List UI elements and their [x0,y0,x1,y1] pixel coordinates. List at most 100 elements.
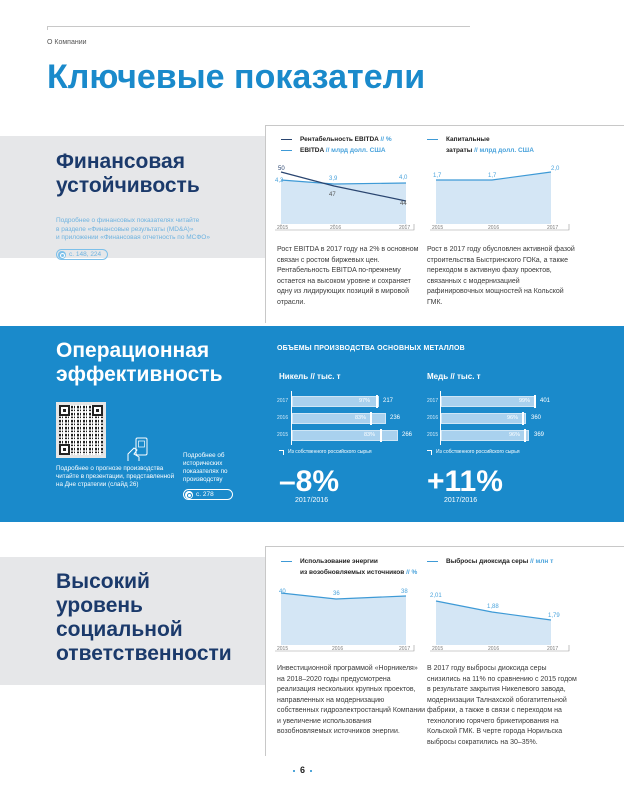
copper-bar-2017: 99% 401 [441,395,571,408]
bar-share-label: 83% [364,432,376,438]
search-icon [58,250,66,259]
own-feed-marker-icon [279,449,284,455]
nickel-footnote-label: Из собственного российского сырья [288,449,372,455]
capex-label-line1: Капитальные [446,136,490,143]
financial-page-ref-label: с. 148, 224 [69,251,102,258]
bar-value-label: 236 [390,415,401,421]
search-icon [185,490,193,499]
operational-page-ref-link[interactable]: с. 278 [183,489,233,500]
bar-share-label: 83% [355,415,367,421]
bar-fill [441,396,536,407]
capex-label-line2: затраты [446,147,473,154]
ebitda-legend: Рентабельность EBITDA // % EBITDA // млр… [281,135,392,155]
svg-text:2,01: 2,01 [430,593,442,599]
nickel-period: 2017/2016 [295,497,329,504]
breadcrumb: О Компании [47,39,87,46]
year-label: 2015 [427,432,439,438]
capex-unit: // млрд долл. США [474,147,534,154]
svg-text:1,79: 1,79 [548,613,560,619]
phone-scan-icon [126,437,150,468]
page-title: Ключевые показатели [47,58,426,96]
svg-text:2016: 2016 [332,646,343,652]
dot-decoration [293,769,295,772]
svg-text:2016: 2016 [330,225,341,231]
financial-note-line1: Подробнее о финансовых показателях читай… [56,217,200,224]
ebitda-label: EBITDA [300,147,324,154]
bar-share-label: 96% [507,415,519,421]
year-label: 2016 [277,415,289,421]
social-card-frame [265,546,624,756]
financial-note-line2: в разделе «Финансовые результаты (MD&A)» [56,225,194,233]
nickel-bar-chart: 2017 97% 217 2016 83% 236 2015 83% 266 [277,390,427,445]
capex-legend-row2: затраты // млрд долл. США [427,146,534,155]
own-feed-marker [370,412,372,425]
top-rule [47,26,470,27]
operational-page-ref-label: с. 278 [196,491,214,498]
svg-text:2015: 2015 [277,225,288,231]
energy-commentary: Инвестиционной программой «Норникеля» на… [277,665,426,735]
svg-text:1,88: 1,88 [487,604,499,610]
copper-footnote-label: Из собственного российского сырья [436,449,520,455]
capex-legend: Капитальные затраты // млрд долл. США [427,135,534,155]
nickel-title: Никель // тыс. т [279,372,341,381]
social-heading-line2: уровень [56,594,143,617]
svg-text:38: 38 [401,589,408,595]
energy-legend-row2: из возобновляемых источников // % [281,568,417,577]
financial-heading-line2: устойчивость [56,174,200,197]
light-line-swatch [281,149,292,152]
svg-text:2017: 2017 [399,225,410,231]
svg-text:36: 36 [333,591,340,597]
historical-note: Подробнее об исторических показателях по… [183,452,228,483]
svg-text:2015: 2015 [432,646,443,652]
financial-heading-line1: Финансовая [56,150,185,173]
svg-text:2,0: 2,0 [551,166,560,172]
svg-text:50: 50 [278,166,285,172]
nickel-bar-2016: 83% 236 [292,412,407,425]
year-label: 2017 [427,398,439,404]
nickel-axis [291,391,292,445]
sulfur-legend: Выбросы диоксида серы // млн т [427,557,553,566]
capex-chart: 1,7 1,7 2,0 2015 2016 2017 [430,160,570,235]
svg-text:2017: 2017 [547,646,558,652]
sulfur-label: Выбросы диоксида серы [446,558,529,565]
ebitda-margin-label: Рентабельность EBITDA [300,136,379,143]
operational-heading-line2: эффективность [56,363,223,386]
energy-legend: Использование энергии из возобновляемых … [281,557,417,577]
qr-note: Подробнее о прогнозе производства читайт… [56,465,175,488]
svg-text:1,7: 1,7 [433,173,442,179]
financial-card-frame [265,125,624,323]
ebitda-unit: // млрд долл. США [325,147,386,154]
sulfur-commentary: В 2017 году выбросы диоксида серы снизил… [427,665,577,746]
ebitda-margin-unit: // % [380,136,392,143]
ebitda-value-legend: EBITDA // млрд долл. США [281,146,392,155]
capex-commentary: Рост в 2017 году обусловлен активной фаз… [427,246,575,306]
copper-footnote: Из собственного российского сырья [427,449,520,455]
bar-fill [441,430,529,441]
financial-note-line3: и приложении «Финансовая отчетность по М… [56,234,210,241]
own-feed-marker [522,412,524,425]
svg-text:1,7: 1,7 [488,173,497,179]
copper-title: Медь // тыс. т [427,372,481,381]
own-feed-marker [380,429,382,442]
dot-decoration [310,769,313,772]
copper-bar-chart: 2017 99% 401 2016 96% 360 2015 96% 369 [427,390,577,445]
bar-value-label: 217 [383,398,394,404]
social-heading: Высокий уровень социальной ответственнос… [56,570,232,666]
qr-finder [59,405,70,416]
qr-code[interactable] [56,402,106,458]
copper-bar-2015: 96% 369 [441,429,561,442]
svg-text:2015: 2015 [432,225,443,231]
financial-note: Подробнее о финансовых показателях читай… [56,217,246,243]
copper-bar-2016: 96% 360 [441,412,561,425]
bar-value-label: 360 [531,415,542,421]
social-heading-line4: ответственности [56,642,232,665]
svg-text:47: 47 [329,192,336,198]
energy-legend-row1: Использование энергии [281,557,417,566]
svg-text:2017: 2017 [547,225,558,231]
bar-share-label: 97% [359,398,371,404]
social-panel [0,557,265,685]
top-rule-tick [47,26,48,30]
svg-text:2016: 2016 [488,646,499,652]
own-feed-marker [376,395,378,408]
financial-page-ref-link[interactable]: с. 148, 224 [56,249,109,260]
